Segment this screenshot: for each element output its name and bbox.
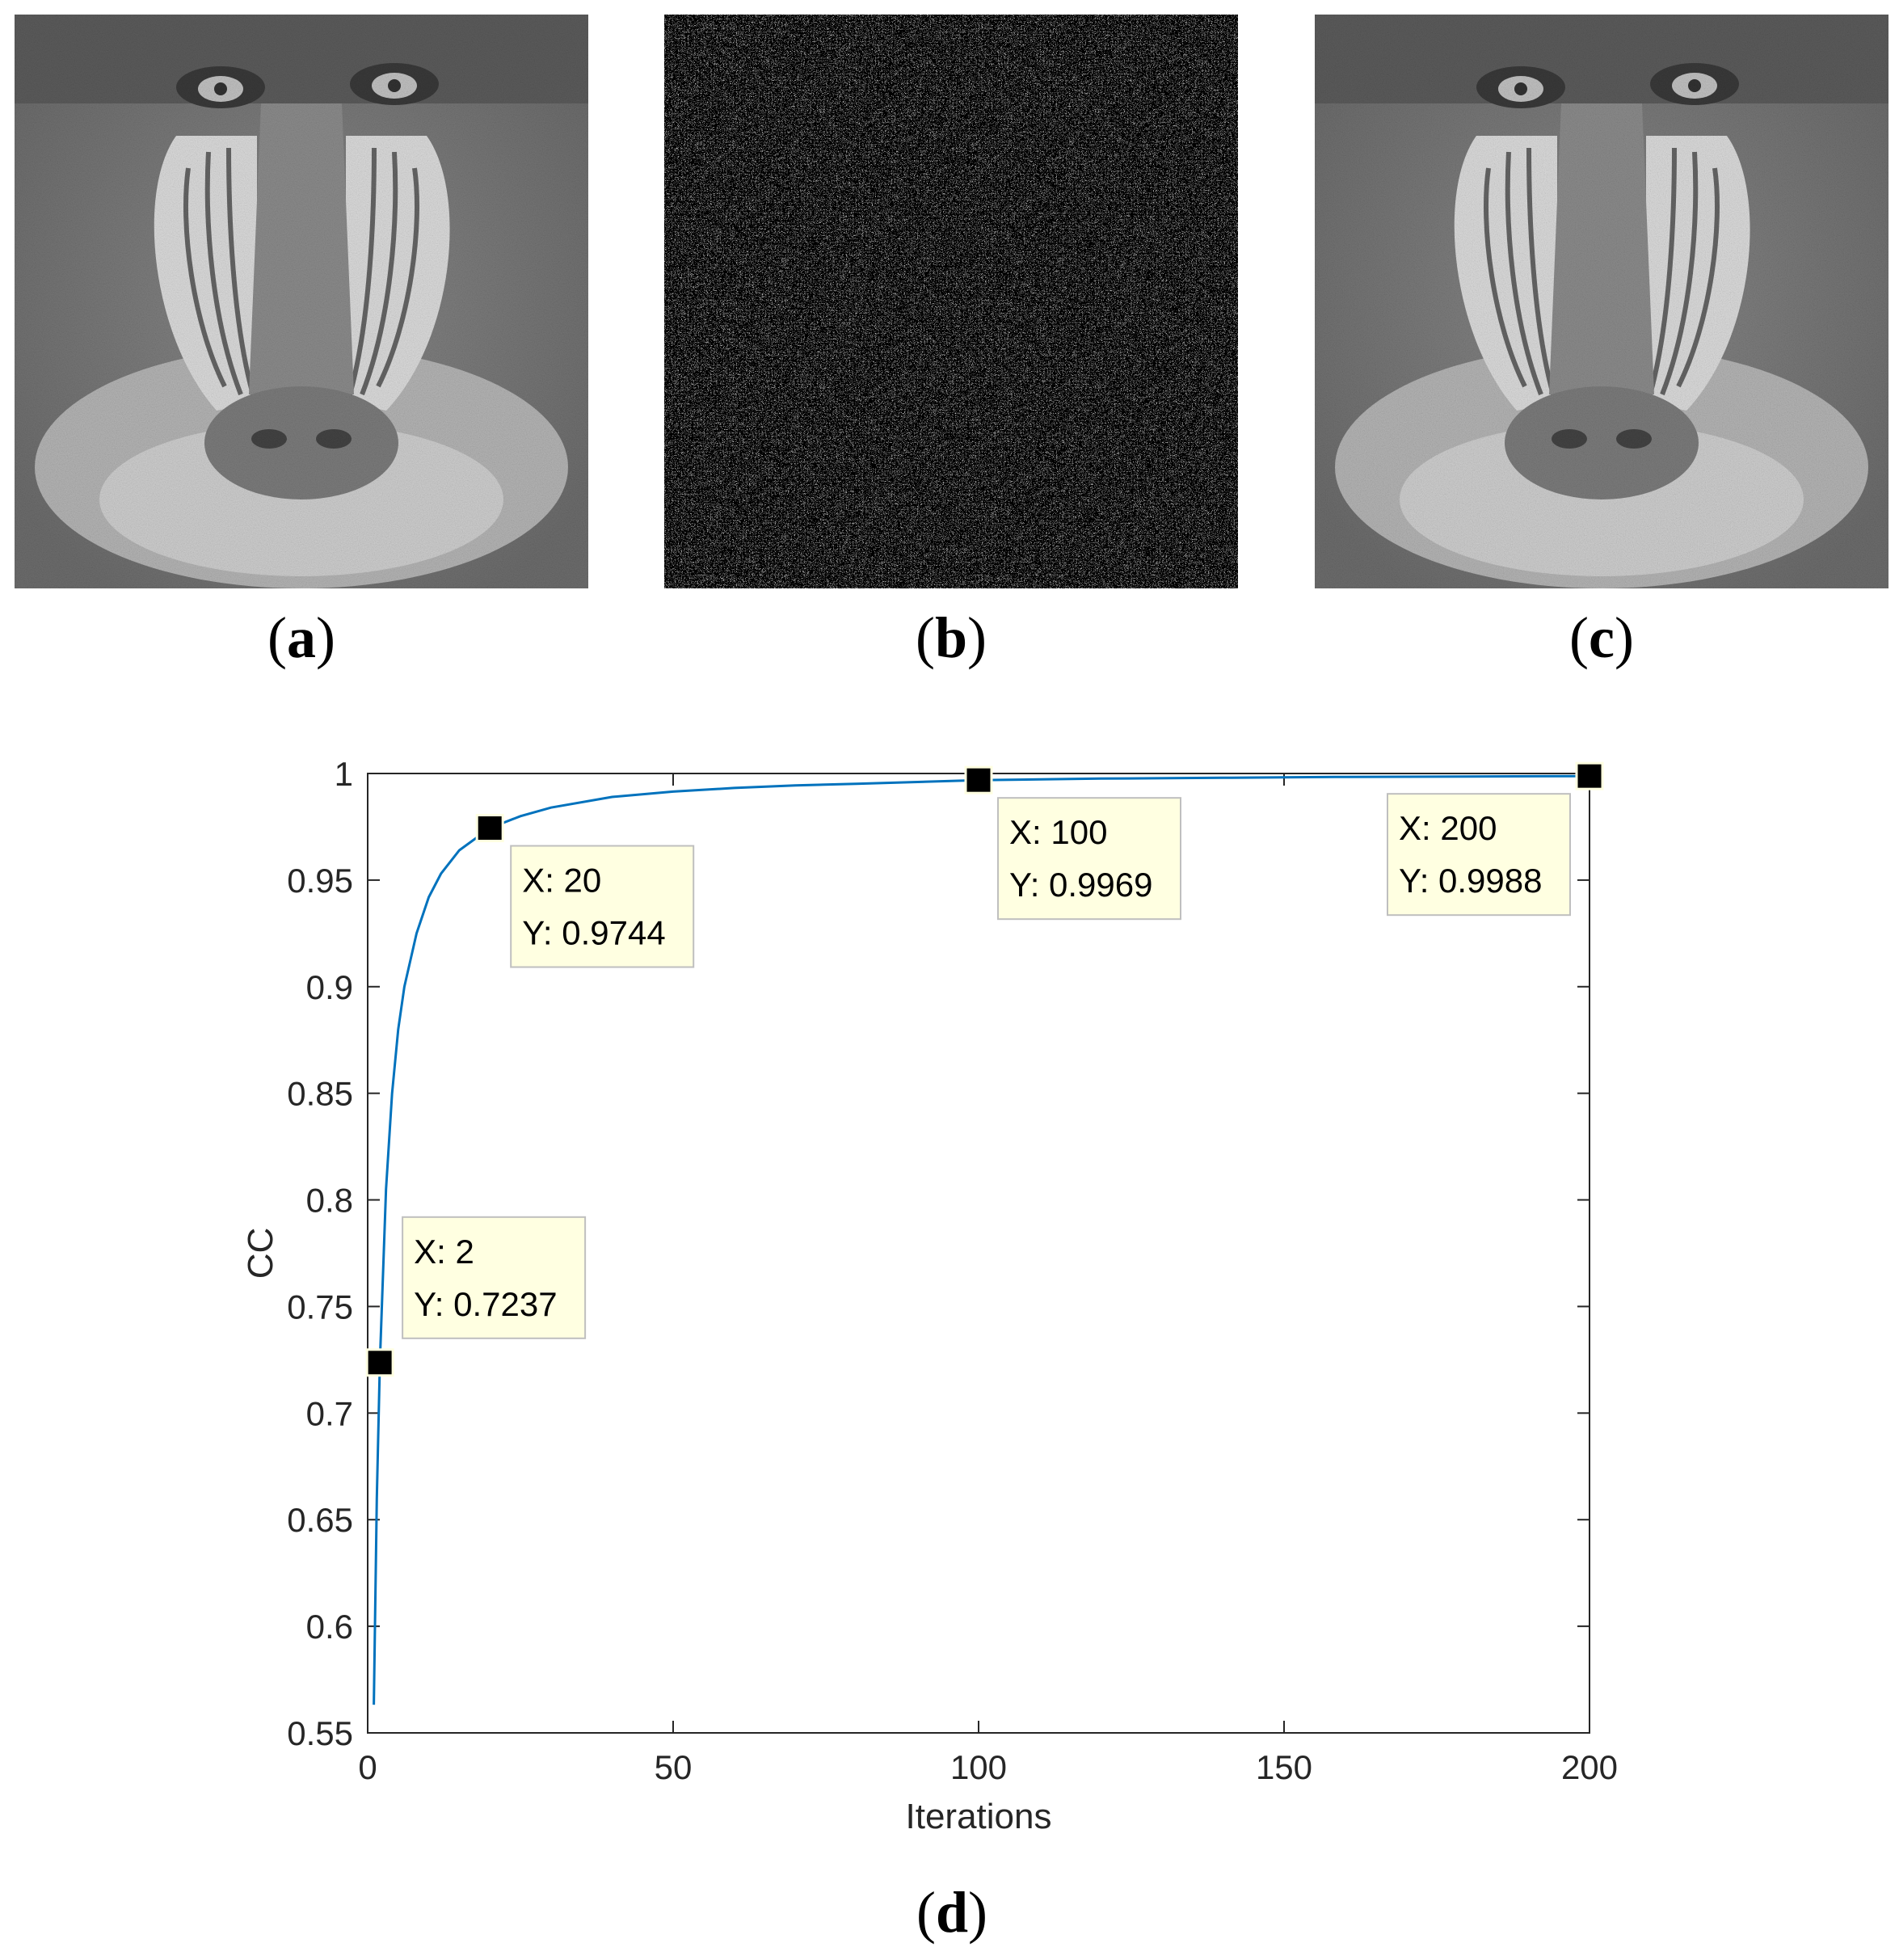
label-open-paren: ( bbox=[1569, 605, 1590, 670]
datatip-y-text: Y: 0.9969 bbox=[1009, 866, 1153, 904]
label-letter: c bbox=[1589, 605, 1615, 670]
datatip-y-text: Y: 0.9744 bbox=[522, 914, 666, 952]
datatip-box bbox=[510, 845, 695, 968]
chart-svg: 0 50 100 150 200 0.55 0.6 0.65 0.7 0.75 0.8 0.85 0.9… bbox=[241, 755, 1618, 1836]
datatip-y-text: Y: 0.7237 bbox=[414, 1285, 558, 1323]
label-open-paren: ( bbox=[267, 605, 287, 670]
cc-series-line bbox=[373, 774, 1590, 1705]
cc-vs-iterations-chart: 0 50 100 150 200 0.55 0.6 0.65 0.7 0.75 0.8 0.85 0.9… bbox=[0, 711, 1899, 1875]
datatip-box bbox=[1387, 793, 1571, 917]
y-tick-label: 1 bbox=[335, 755, 353, 793]
y-tick-label: 0.85 bbox=[287, 1075, 353, 1113]
y-tick-label: 0.75 bbox=[287, 1288, 353, 1326]
label-close-paren: ) bbox=[968, 1880, 987, 1945]
panel-label-b: (b) bbox=[854, 605, 1048, 672]
y-axis-label: CC bbox=[241, 1228, 280, 1279]
label-close-paren: ) bbox=[967, 605, 987, 670]
y-tick-label: 0.6 bbox=[306, 1608, 353, 1646]
label-close-paren: ) bbox=[1614, 605, 1634, 670]
baboon-decrypted-image bbox=[1315, 15, 1888, 588]
datatip-x-text: X: 2 bbox=[414, 1233, 474, 1271]
baboon-original-image bbox=[15, 15, 588, 588]
y-tick-label: 0.8 bbox=[306, 1182, 353, 1220]
encrypted-noise-image bbox=[664, 15, 1238, 588]
label-letter: a bbox=[287, 605, 316, 670]
x-tick-label: 0 bbox=[358, 1748, 377, 1786]
x-tick-label: 50 bbox=[655, 1748, 693, 1786]
datatip-x-text: X: 100 bbox=[1009, 813, 1107, 851]
label-letter: b bbox=[934, 605, 968, 670]
datatip-box bbox=[402, 1216, 587, 1339]
datatip-marker bbox=[365, 1348, 394, 1377]
datatip-x-text: X: 200 bbox=[1399, 809, 1497, 847]
label-letter: d bbox=[935, 1880, 969, 1945]
y-tick-label: 0.65 bbox=[287, 1501, 353, 1539]
label-open-paren: ( bbox=[916, 1880, 936, 1945]
y-tick-label: 0.55 bbox=[287, 1714, 353, 1752]
panel-label-c: (c) bbox=[1505, 605, 1699, 672]
datatip-marker bbox=[475, 814, 504, 843]
datatip-box bbox=[997, 797, 1181, 921]
x-axis-label: Iterations bbox=[906, 1797, 1052, 1836]
y-tick-label: 0.95 bbox=[287, 862, 353, 900]
datatip-x-text: X: 20 bbox=[522, 862, 601, 900]
y-tick-label: 0.9 bbox=[306, 968, 353, 1006]
datatip-marker bbox=[964, 765, 993, 795]
datatip-y-text: Y: 0.9988 bbox=[1399, 862, 1543, 900]
x-tick-label: 200 bbox=[1561, 1748, 1618, 1786]
x-tick-label: 150 bbox=[1256, 1748, 1312, 1786]
datatip-marker bbox=[1575, 761, 1604, 790]
x-tick-label: 100 bbox=[950, 1748, 1007, 1786]
label-close-paren: ) bbox=[316, 605, 335, 670]
panel-label-a: (a) bbox=[204, 605, 398, 672]
y-tick-label: 0.7 bbox=[306, 1394, 353, 1432]
label-open-paren: ( bbox=[915, 605, 935, 670]
panel-label-d: (d) bbox=[855, 1879, 1049, 1946]
